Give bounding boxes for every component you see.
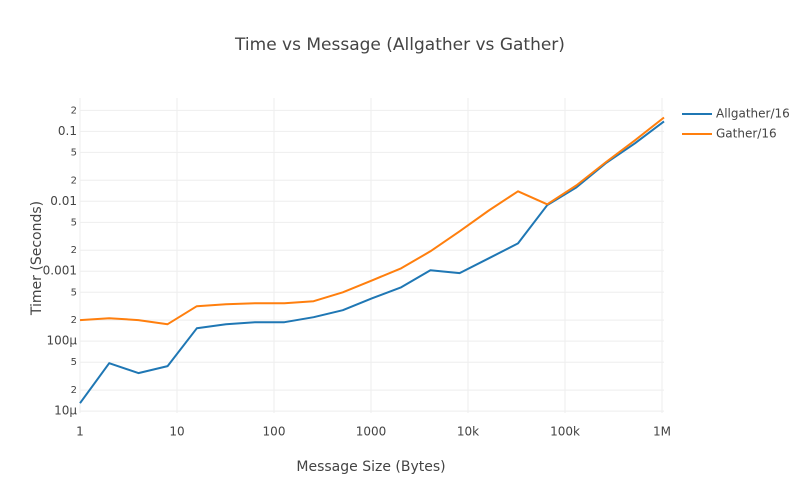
y-tick-label: 100μ xyxy=(46,334,77,348)
x-tick-label: 100k xyxy=(550,425,580,439)
x-tick-label: 10k xyxy=(457,425,479,439)
y-tick-label: 2 xyxy=(71,315,77,326)
y-tick-label: 2 xyxy=(71,385,77,396)
y-axis-label: Timer (Seconds) xyxy=(29,201,45,316)
x-tick-label: 10 xyxy=(169,425,184,439)
y-tick-label: 2 xyxy=(71,175,77,186)
chart-title: Time vs Message (Allgather vs Gather) xyxy=(234,35,565,55)
x-tick-label: 1000 xyxy=(356,425,387,439)
y-tick-label: 0.01 xyxy=(50,194,77,208)
x-axis-label: Message Size (Bytes) xyxy=(296,459,445,475)
y-tick-label: 5 xyxy=(71,147,77,158)
x-tick-label: 100 xyxy=(263,425,286,439)
y-tick-label: 2 xyxy=(71,105,77,116)
x-tick-label: 1M xyxy=(653,425,671,439)
y-tick-label: 2 xyxy=(71,245,77,256)
y-tick-label: 0.1 xyxy=(58,124,77,138)
y-tick-label: 10μ xyxy=(54,404,77,418)
series-line xyxy=(79,120,665,404)
y-tick-label: 5 xyxy=(71,217,77,228)
y-tick-label: 5 xyxy=(71,287,77,298)
legend-label: Gather/16 xyxy=(716,127,777,141)
y-tick-label: 0.001 xyxy=(43,264,77,278)
series-line xyxy=(79,116,665,326)
legend-label: Allgather/16 xyxy=(716,107,790,121)
y-tick-label: 5 xyxy=(71,357,77,368)
x-tick-label: 1 xyxy=(76,425,84,439)
